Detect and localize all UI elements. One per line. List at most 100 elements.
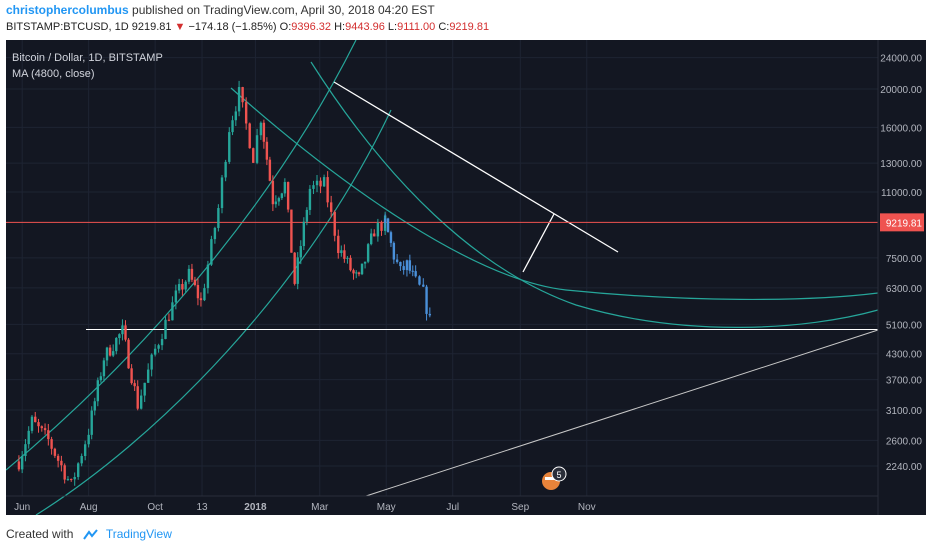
last-price: 9219.81	[131, 21, 172, 33]
arc-upper-falling	[230, 87, 879, 301]
candle	[346, 257, 349, 259]
candle	[277, 198, 281, 202]
candle	[305, 209, 309, 222]
open-label: O:	[279, 21, 292, 33]
candle	[302, 221, 306, 247]
projection-candle	[383, 218, 387, 223]
time-tick-label: Mar	[311, 502, 329, 513]
candle	[90, 410, 93, 435]
candle	[237, 87, 241, 112]
price-axis[interactable]: 24000.00 20000.00 16000.00 13000.00 11000.00…	[880, 54, 922, 473]
time-tick-label: Jun	[14, 502, 30, 513]
candle	[241, 87, 244, 103]
candles	[17, 80, 387, 486]
time-tick-label: May	[377, 502, 396, 513]
current-price-label: 9219.81	[886, 218, 923, 229]
price-tick-label: 24000.00	[880, 54, 922, 65]
created-with-line: Created with TradingView	[6, 527, 172, 541]
candle	[121, 325, 124, 335]
projection-candle	[422, 284, 425, 287]
candle	[99, 376, 103, 381]
symbol-label: BITSTAMP:BTCUSD, 1D	[6, 21, 129, 33]
candle	[127, 339, 130, 369]
tradingview-logo-icon	[82, 529, 98, 540]
candle	[50, 439, 53, 449]
candle	[187, 268, 191, 282]
breakout-line	[522, 213, 555, 273]
chart-background	[6, 40, 926, 515]
chart-panel[interactable]: 9219.81 24000.00 20000.00 16000.00 13000.00…	[6, 40, 926, 515]
price-chart[interactable]: 9219.81 24000.00 20000.00 16000.00 13000.00…	[6, 40, 926, 515]
candle	[340, 250, 343, 254]
candle	[357, 272, 361, 275]
candle	[369, 233, 373, 245]
projection-candle	[425, 286, 428, 314]
candle	[118, 334, 121, 339]
projection-candle	[428, 313, 432, 316]
candle	[234, 111, 238, 121]
candle	[349, 257, 352, 271]
candle	[322, 177, 326, 187]
low-value: 9111.00	[397, 21, 436, 33]
candle	[333, 211, 336, 236]
candle	[360, 263, 364, 275]
candle	[355, 272, 358, 274]
arc-drawings	[6, 40, 879, 515]
candle	[206, 264, 210, 289]
price-tick-label: 2240.00	[886, 462, 923, 473]
candle	[66, 478, 70, 480]
event-count-bubble	[551, 466, 567, 482]
author-link[interactable]: christophercolumbus	[6, 3, 129, 17]
long-trendline	[365, 329, 879, 497]
candle	[329, 202, 333, 212]
candle	[363, 261, 367, 264]
candle	[56, 455, 60, 461]
candle	[87, 434, 90, 445]
candle	[265, 141, 269, 160]
candle	[193, 279, 197, 286]
candle	[93, 401, 96, 411]
candle	[380, 222, 383, 231]
candle	[343, 250, 346, 259]
candle	[143, 382, 146, 396]
legend-title: Bitcoin / Dollar, 1D, BITSTAMP	[12, 52, 163, 64]
candle	[255, 135, 259, 163]
candle	[220, 177, 224, 209]
candle	[244, 102, 248, 124]
candle	[283, 182, 287, 194]
arc-lower-rising	[35, 109, 392, 515]
price-tick-label: 7500.00	[886, 254, 923, 265]
projection-candle	[395, 259, 399, 262]
candle	[133, 383, 136, 387]
candle	[231, 120, 234, 133]
price-tick-label: 4300.00	[886, 350, 923, 361]
candle	[76, 463, 80, 477]
candle	[248, 123, 251, 149]
candle	[27, 430, 30, 445]
footer: Created with TradingView	[0, 515, 932, 550]
time-tick-label: Aug	[80, 502, 98, 513]
candle	[268, 159, 272, 181]
created-with-text: Created with	[6, 527, 74, 541]
candle	[376, 222, 380, 237]
candle	[20, 456, 24, 470]
publication-line: christophercolumbus published on Trading…	[6, 3, 435, 17]
candle	[139, 395, 143, 409]
price-tick-label: 5100.00	[886, 320, 923, 331]
candle	[366, 244, 370, 262]
candle	[150, 354, 153, 370]
event-badge[interactable]: 5	[542, 466, 567, 490]
candle	[296, 257, 299, 284]
candle	[171, 302, 174, 321]
candle	[190, 268, 194, 280]
event-count: 5	[556, 470, 561, 480]
candle	[196, 285, 200, 299]
candle	[293, 252, 296, 284]
tradingview-brand[interactable]: TradingView	[105, 527, 172, 541]
time-axis[interactable]: Jun Aug Oct 13 2018 Mar May Jul Sep Nov	[14, 502, 596, 513]
candle	[30, 416, 34, 431]
time-tick-label: 13	[196, 502, 208, 513]
candle	[164, 319, 167, 340]
candle	[213, 227, 217, 240]
price-tick-label: 16000.00	[880, 123, 922, 134]
